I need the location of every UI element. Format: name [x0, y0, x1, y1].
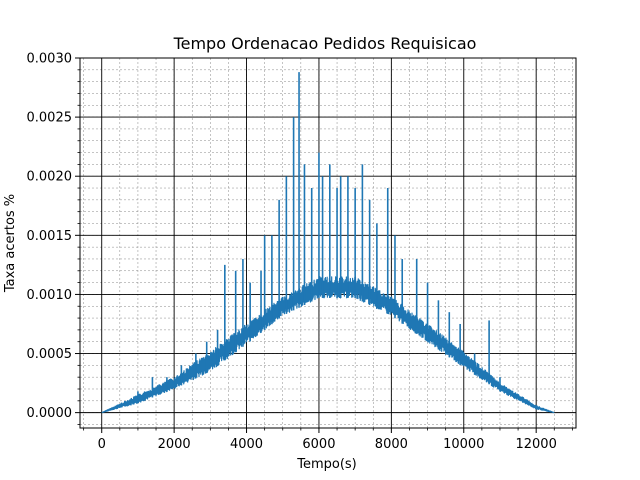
plot-area — [80, 58, 576, 428]
y-tick-label: 0.0015 — [27, 229, 73, 244]
x-tick-label: 2000 — [158, 437, 191, 452]
plot-background — [80, 58, 576, 428]
y-tick-label: 0.0025 — [27, 111, 73, 126]
x-axis: 0 2000 4000 6000 8000 10000 12000 — [83, 428, 573, 452]
plot-frame — [79, 57, 577, 429]
y-tick-label: 0.0000 — [27, 406, 73, 421]
series-line — [101, 276, 555, 414]
x-axis-label: Tempo(s) — [296, 457, 357, 472]
x-tick-label: 8000 — [375, 437, 408, 452]
y-tick-label: 0.0030 — [27, 52, 73, 67]
y-axis-label: Taxa acertos % — [3, 194, 18, 293]
x-tick-label: 12000 — [515, 437, 556, 452]
x-tick-label: 6000 — [302, 437, 335, 452]
major-grid — [80, 57, 576, 428]
x-tick-label: 10000 — [443, 437, 484, 452]
y-axis: 0.0000 0.0005 0.0010 0.0015 0.0020 0.0025 0.00… — [27, 52, 80, 425]
chart-title: Tempo Ordenacao Pedidos Requisicao — [173, 34, 477, 53]
y-tick-label: 0.0010 — [27, 288, 73, 303]
x-tick-label: 0 — [98, 437, 106, 452]
series-layer — [101, 72, 555, 414]
x-tick-label: 4000 — [230, 437, 263, 452]
y-tick-label: 0.0005 — [27, 347, 73, 362]
y-tick-label: 0.0020 — [27, 170, 73, 185]
